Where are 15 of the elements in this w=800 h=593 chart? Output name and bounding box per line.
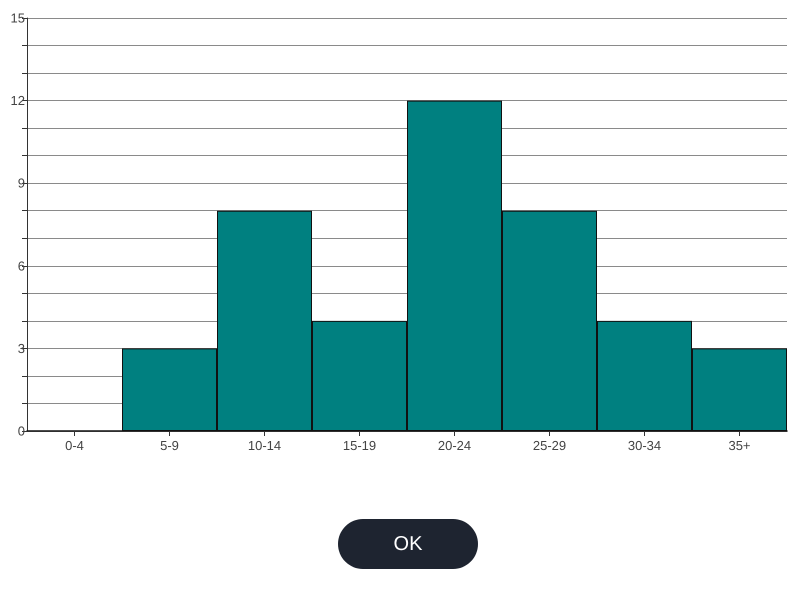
y-tick-label: 0 bbox=[18, 424, 25, 438]
x-tick-label: 0-4 bbox=[65, 438, 84, 453]
x-tick-label: 15-19 bbox=[342, 438, 376, 453]
y-tick-label: 15 bbox=[10, 10, 25, 26]
x-tick-label: 30-34 bbox=[628, 438, 662, 453]
x-tick-label: 20-24 bbox=[438, 438, 472, 453]
y-tick-label: 6 bbox=[18, 258, 25, 274]
y-tick-label: 3 bbox=[18, 340, 25, 356]
x-tick-label: 35+ bbox=[728, 438, 751, 453]
x-tick-label: 5-9 bbox=[160, 438, 179, 453]
y-tick-label: 9 bbox=[18, 176, 25, 191]
x-tick-label: 10-14 bbox=[248, 438, 282, 453]
y-tick-label: 12 bbox=[10, 93, 25, 108]
x-tick-label: 25-29 bbox=[532, 438, 566, 453]
ok-button[interactable]: OK bbox=[338, 519, 478, 569]
